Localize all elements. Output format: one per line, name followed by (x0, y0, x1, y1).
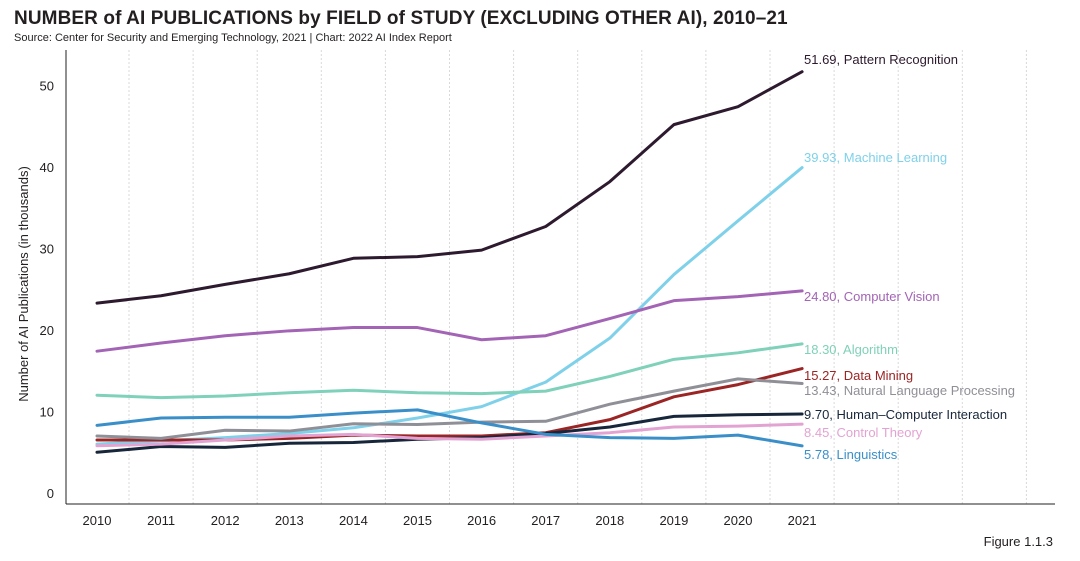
series-label: 9.70, Human–Computer Interaction (804, 407, 1007, 422)
y-axis-title: Number of AI Publications (in thousands) (16, 166, 31, 402)
series-label: 8.45, Control Theory (804, 425, 923, 440)
tick-labels: 0 10 20 30 40 50 2010 2011 2012 2013 2014 2015 2016 2… (40, 79, 817, 529)
x-tick-label: 2014 (339, 513, 368, 528)
chart-source: Source: Center for Security and Emerging… (14, 32, 452, 44)
x-tick-label: 2012 (211, 513, 240, 528)
series-line-pattern-recognition (95, 70, 804, 305)
x-tick-label: 2016 (467, 513, 496, 528)
x-tick-label: 2010 (83, 513, 112, 528)
chart-title: NUMBER of AI PUBLICATIONS by FIELD of ST… (14, 8, 788, 29)
y-tick-label: 10 (40, 405, 54, 420)
series-label: 5.78, Linguistics (804, 447, 898, 462)
x-tick-label: 2017 (531, 513, 560, 528)
y-tick-label: 50 (40, 79, 54, 94)
series-label: 15.27, Data Mining (804, 368, 913, 383)
y-tick-label: 0 (47, 486, 54, 501)
x-tick-label: 2015 (403, 513, 432, 528)
series-labels: 51.69, Pattern Recognition 39.93, Machine… (804, 52, 1015, 462)
series-line-natural-language-processing (95, 377, 804, 440)
series-line-control-theory (95, 422, 804, 448)
x-tick-label: 2019 (659, 513, 688, 528)
x-tick-label: 2011 (147, 513, 175, 528)
x-tick-label: 2021 (788, 513, 817, 528)
series-line-linguistics (95, 408, 804, 448)
series-line-algorithm (95, 342, 804, 400)
y-tick-label: 30 (40, 242, 54, 257)
series-lines (95, 70, 804, 454)
axes (65, 50, 1055, 505)
series-label: 18.30, Algorithm (804, 342, 898, 357)
x-tick-label: 2013 (275, 513, 304, 528)
series-label: 24.80, Computer Vision (804, 289, 940, 304)
x-tick-label: 2018 (595, 513, 624, 528)
y-tick-label: 40 (40, 160, 54, 175)
series-label: 13.43, Natural Language Processing (804, 383, 1015, 398)
series-line-machine-learning (95, 166, 804, 446)
x-tick-label: 2020 (724, 513, 753, 528)
series-line-computer-vision (95, 289, 804, 353)
series-label: 39.93, Machine Learning (804, 150, 947, 165)
series-label: 51.69, Pattern Recognition (804, 52, 958, 67)
y-tick-label: 20 (40, 323, 54, 338)
figure-label: Figure 1.1.3 (983, 534, 1053, 549)
